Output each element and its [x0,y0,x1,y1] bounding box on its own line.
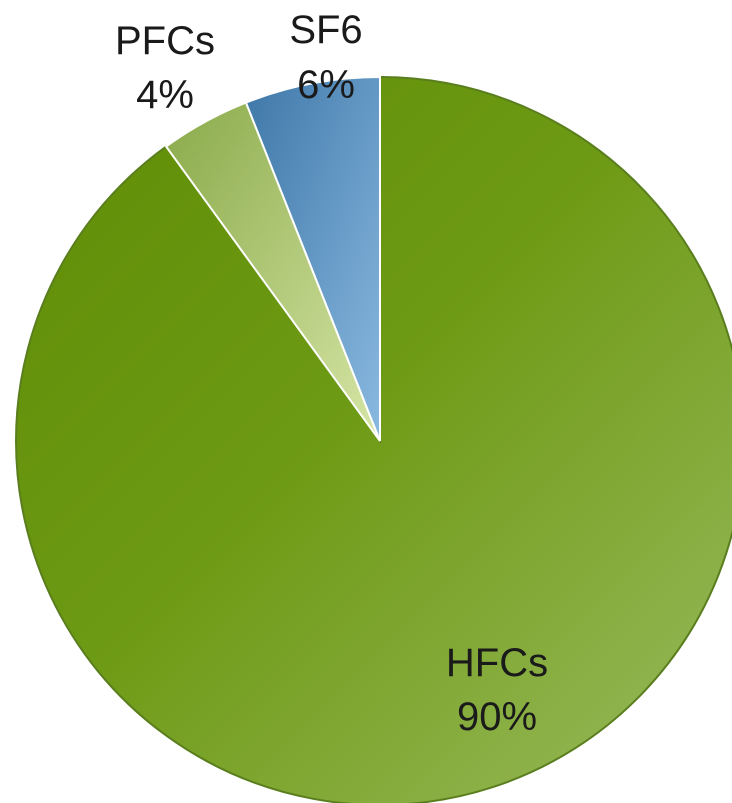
slice-label-hfcs-value: 90% [457,695,537,739]
slice-label-pfcs-value: 4% [136,73,194,117]
slice-label-sf6-value: 6% [297,63,355,107]
slice-label-sf6-name: SF6 [289,8,362,52]
slice-label-pfcs-name: PFCs [115,19,215,63]
pie-slice-hfcs [15,75,732,803]
pie-slice-sf6 [244,75,381,442]
slice-label-hfcs-name: HFCs [446,641,548,685]
